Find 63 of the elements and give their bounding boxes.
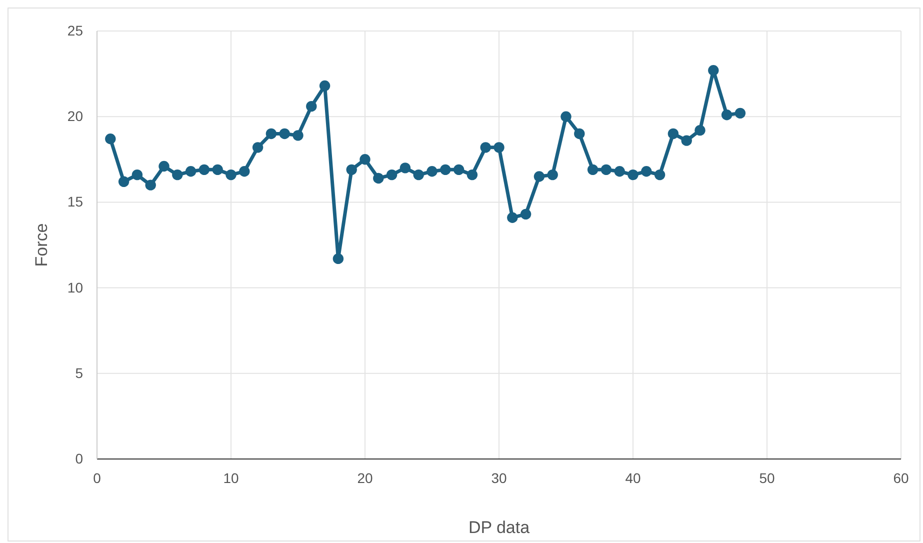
point — [708, 65, 719, 76]
point — [386, 169, 398, 180]
point — [346, 164, 357, 176]
point — [641, 166, 652, 177]
x-tick-label: 10 — [223, 470, 239, 486]
y-tick-label: 15 — [67, 194, 84, 210]
point — [466, 169, 478, 180]
point — [145, 180, 156, 190]
y-tick-label: 10 — [67, 279, 84, 296]
x-tick-label: 30 — [491, 470, 507, 486]
point — [628, 169, 638, 180]
point — [507, 212, 518, 223]
point — [239, 166, 250, 177]
point — [105, 134, 116, 144]
y-tick-label: 0 — [75, 450, 84, 466]
point — [694, 124, 706, 136]
point — [279, 128, 290, 140]
point — [480, 142, 491, 153]
point — [132, 169, 143, 180]
point — [266, 128, 277, 140]
point — [734, 108, 746, 119]
point — [721, 110, 732, 120]
point — [574, 128, 585, 140]
point — [560, 111, 572, 122]
point — [292, 130, 304, 141]
x-tick-label: 20 — [357, 470, 373, 486]
point — [319, 80, 330, 92]
y-tick-label: 20 — [67, 108, 84, 124]
y-tick-label: 5 — [75, 364, 84, 381]
point — [373, 172, 384, 184]
point — [413, 169, 424, 180]
point — [400, 162, 411, 174]
point — [494, 142, 504, 153]
point — [332, 253, 344, 264]
point — [654, 169, 666, 180]
point — [668, 128, 679, 140]
x-tick-label: 0 — [93, 470, 102, 486]
point — [198, 164, 210, 176]
point — [185, 166, 196, 177]
y-axis-title: Force — [32, 223, 51, 267]
point — [172, 169, 183, 180]
point — [118, 176, 130, 187]
point — [587, 164, 598, 176]
point — [226, 169, 236, 180]
point — [426, 166, 438, 177]
point — [453, 164, 464, 176]
x-tick-label: 50 — [759, 470, 775, 486]
point — [614, 166, 625, 177]
point — [681, 135, 692, 146]
point — [600, 164, 612, 176]
x-axis-title: DP data — [468, 518, 530, 537]
point — [360, 154, 370, 165]
point — [547, 169, 558, 180]
point — [520, 208, 532, 220]
x-tick-label: 60 — [893, 470, 909, 486]
point — [158, 160, 170, 172]
point — [440, 164, 451, 176]
point — [212, 164, 223, 176]
point — [534, 171, 545, 182]
point — [306, 100, 317, 112]
y-tick-label: 25 — [67, 22, 84, 38]
point — [252, 142, 264, 153]
x-tick-label: 40 — [625, 470, 641, 486]
